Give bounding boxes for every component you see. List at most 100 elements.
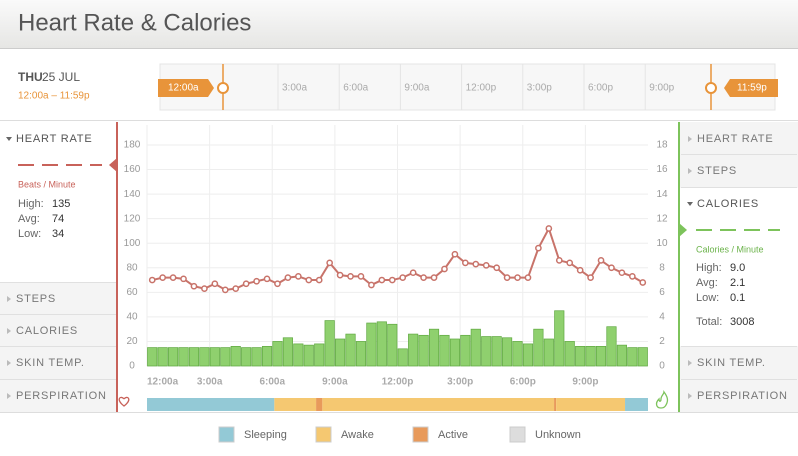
y2-tick-label: 16 <box>656 164 668 175</box>
bar <box>324 320 335 367</box>
stat-label: Low: <box>18 228 41 240</box>
section-title[interactable]: PERSPIRATION <box>697 390 788 402</box>
activity-segment <box>274 398 317 411</box>
point <box>211 280 219 288</box>
bar <box>460 334 471 367</box>
section-title[interactable]: PERSPIRATION <box>16 390 107 402</box>
activity-segment <box>322 398 555 411</box>
bar <box>282 337 293 367</box>
point <box>274 280 281 288</box>
y-tick-label: 120 <box>124 213 141 224</box>
stat-label: Total: <box>696 316 722 328</box>
bar <box>345 333 356 367</box>
section-title[interactable]: STEPS <box>16 293 56 305</box>
unit: Calories / Minute <box>696 244 764 254</box>
bar <box>522 343 534 367</box>
bar <box>376 321 387 367</box>
section-title[interactable]: SKIN TEMP. <box>697 357 766 369</box>
legend-label: Unknown <box>535 429 581 441</box>
bar <box>616 344 627 367</box>
slider-tag[interactable] <box>158 79 214 97</box>
point <box>472 260 480 268</box>
x-tick-label: 9:00p <box>572 377 598 388</box>
point <box>482 261 490 269</box>
bar <box>178 347 189 367</box>
time-range: 12:00a – 11:59p <box>18 91 90 102</box>
point <box>545 225 553 232</box>
bar <box>502 337 513 367</box>
section-arrow <box>7 328 11 334</box>
legend-swatch <box>218 426 235 443</box>
y-tick-label: 60 <box>126 287 138 298</box>
unit: Beats / Minute <box>18 179 76 189</box>
y2-tick-label: 6 <box>659 287 665 298</box>
stat-value: 0.1 <box>730 292 745 304</box>
section-title[interactable]: SKIN TEMP. <box>16 357 85 369</box>
point <box>430 274 438 281</box>
point <box>409 269 417 277</box>
bar <box>251 347 262 367</box>
slider-label: 6:00p <box>588 83 613 94</box>
bar <box>439 334 450 367</box>
activity-segment <box>147 398 275 411</box>
y-tick-label: 160 <box>124 164 141 175</box>
section-title[interactable]: CALORIES <box>16 325 78 337</box>
point <box>566 259 574 267</box>
stat-label: High: <box>18 198 44 210</box>
stat-value: 135 <box>52 198 70 210</box>
point <box>628 273 636 280</box>
x-tick-label: 3:00a <box>197 377 223 388</box>
point <box>159 274 167 281</box>
section-title[interactable]: CALORIES <box>697 198 759 210</box>
legend-swatch <box>412 426 429 443</box>
bar <box>637 347 648 367</box>
y-tick-label: 40 <box>126 312 138 323</box>
section-arrow <box>7 296 11 302</box>
bar <box>314 343 325 367</box>
slider-end: 11:59p <box>737 83 767 94</box>
point <box>180 275 187 283</box>
slider-label: 3:00p <box>527 83 552 94</box>
point <box>461 259 469 267</box>
time-slider[interactable] <box>159 63 776 111</box>
section-title[interactable]: STEPS <box>697 165 737 177</box>
point <box>315 276 323 284</box>
slider-handle[interactable] <box>705 82 717 94</box>
y-tick-label: 140 <box>124 189 141 200</box>
bar <box>272 341 283 367</box>
slider-label: 3:00a <box>282 83 307 94</box>
bar <box>355 341 367 367</box>
y2-tick-label: 12 <box>656 213 668 224</box>
bar <box>293 343 304 367</box>
bar <box>209 347 220 367</box>
activity-segment <box>554 398 557 411</box>
point <box>555 257 563 264</box>
activity-segment <box>316 398 323 411</box>
y2-tick-label: 4 <box>659 312 665 323</box>
y2-tick-label: 8 <box>659 262 665 273</box>
point <box>368 281 375 289</box>
section-title[interactable]: HEART RATE <box>16 133 92 145</box>
bar <box>481 336 492 367</box>
point <box>608 264 615 272</box>
section-title[interactable]: HEART RATE <box>697 133 773 145</box>
activity-segment <box>625 398 648 411</box>
stat-label: Low: <box>696 292 719 304</box>
bar <box>491 336 502 367</box>
stat-label: High: <box>696 262 722 274</box>
bar <box>575 346 586 367</box>
point <box>326 259 334 267</box>
bar <box>418 334 429 367</box>
right-pointer <box>679 223 687 237</box>
slider-handle[interactable] <box>217 82 229 94</box>
y-tick-label: 80 <box>126 262 138 273</box>
point <box>169 274 177 281</box>
stat-label: Avg: <box>696 277 718 289</box>
legend-swatch <box>509 426 526 443</box>
y-tick-label: 20 <box>126 336 138 347</box>
point <box>378 276 386 284</box>
slider-tag[interactable] <box>724 79 778 97</box>
bar <box>585 346 596 367</box>
bar <box>220 347 231 367</box>
